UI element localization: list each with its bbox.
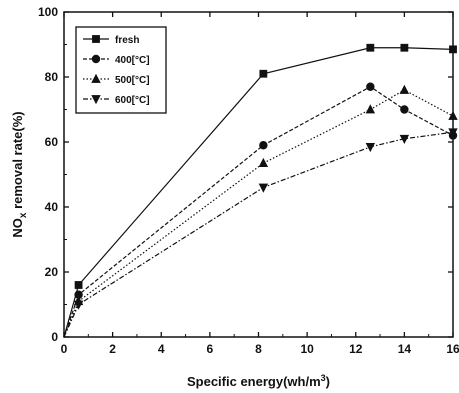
x-tick-label: 16 bbox=[446, 342, 459, 356]
data-point bbox=[73, 300, 84, 310]
series-layer bbox=[63, 43, 458, 338]
y-axis-title: NOx removal rate(%) bbox=[10, 111, 29, 237]
legend-item: fresh bbox=[83, 35, 139, 46]
x-tick-label: 8 bbox=[255, 342, 262, 356]
data-point bbox=[399, 134, 410, 145]
data-point bbox=[366, 82, 375, 91]
legend-label: 400[°C] bbox=[115, 55, 150, 66]
data-point bbox=[449, 45, 457, 54]
data-point bbox=[365, 104, 376, 114]
series-line bbox=[63, 86, 454, 338]
y-tick-label: 0 bbox=[51, 330, 58, 344]
data-point bbox=[400, 43, 409, 52]
data-point bbox=[448, 128, 458, 138]
legend-marker bbox=[92, 35, 100, 43]
series-3 bbox=[63, 84, 458, 338]
data-point bbox=[259, 141, 268, 150]
legend: fresh 400[°C] 500[°C] 600[°C] bbox=[75, 26, 167, 114]
y-tick-label: 20 bbox=[45, 265, 59, 279]
data-point bbox=[258, 183, 269, 193]
legend-label: 500[°C] bbox=[115, 75, 150, 86]
series-line bbox=[63, 89, 454, 338]
data-point bbox=[365, 142, 376, 153]
data-point bbox=[258, 157, 269, 168]
axis-ticks: 0 2 4 6 8 10 12 14 16 0 20 40 60 80 100 bbox=[38, 5, 459, 356]
x-tick-label: 12 bbox=[349, 342, 363, 356]
x-tick-label: 4 bbox=[158, 342, 165, 356]
x-tick-label: 14 bbox=[398, 342, 412, 356]
x-axis-title: Specific energy(wh/m3) bbox=[187, 373, 330, 389]
y-tick-label: 40 bbox=[45, 200, 59, 214]
x-tick-label: 10 bbox=[300, 342, 314, 356]
y-tick-label: 60 bbox=[45, 135, 59, 149]
legend-label: fresh bbox=[115, 35, 139, 46]
data-point bbox=[366, 43, 375, 52]
y-tick-label: 100 bbox=[38, 5, 58, 19]
series-line bbox=[63, 131, 454, 338]
data-point bbox=[448, 110, 458, 120]
legend-marker bbox=[91, 54, 101, 64]
x-tick-label: 6 bbox=[207, 342, 214, 356]
legend-marker bbox=[91, 73, 101, 83]
legend-item: 400[°C] bbox=[83, 54, 150, 66]
data-point bbox=[74, 281, 83, 289]
x-tick-label: 0 bbox=[61, 342, 68, 356]
legend-label: 600[°C] bbox=[115, 95, 150, 106]
legend-item: 500[°C] bbox=[83, 73, 150, 86]
x-tick-label: 2 bbox=[109, 342, 116, 356]
data-point bbox=[259, 69, 268, 78]
series-2 bbox=[63, 82, 458, 338]
legend-item: 600[°C] bbox=[83, 95, 150, 106]
series-4 bbox=[63, 128, 458, 338]
y-tick-label: 80 bbox=[45, 70, 59, 84]
data-point bbox=[399, 84, 410, 94]
legend-marker bbox=[91, 95, 101, 105]
data-point bbox=[400, 105, 409, 114]
